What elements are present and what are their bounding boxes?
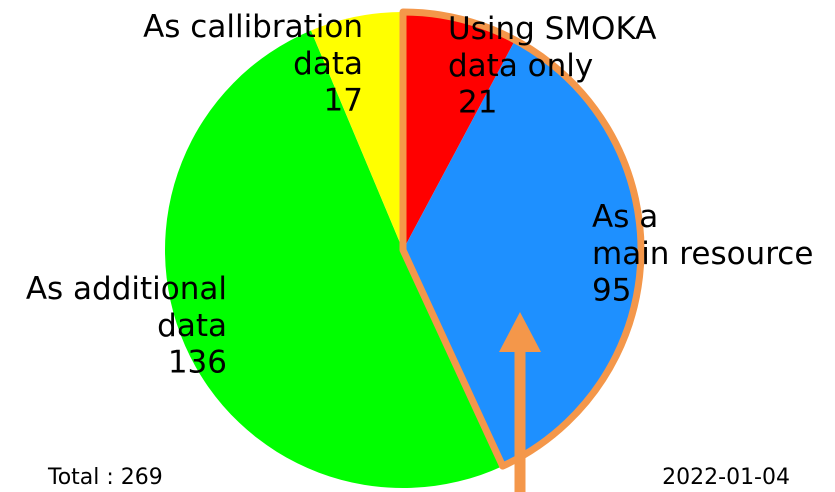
date-label: 2022-01-04: [662, 465, 790, 490]
slice-label-line: data: [157, 308, 227, 344]
arrow-head: [499, 312, 541, 352]
slice-label-line: data: [293, 46, 363, 82]
slice-label: As callibration data: [143, 9, 363, 82]
total-label: Total : 269: [47, 465, 163, 490]
slice-value: 136: [168, 345, 227, 381]
slice-label-line: main resource: [592, 236, 813, 272]
pie-slice: [403, 40, 642, 467]
slice-label-line: As a: [592, 199, 658, 235]
slice-label-line: As additional: [26, 271, 227, 307]
highlight-outline: [399, 8, 645, 470]
pie-slice: [403, 12, 516, 250]
slice-label-line: As callibration: [143, 9, 363, 45]
pie-slice: [165, 30, 503, 488]
slice-label-line: Using SMOKA: [448, 11, 656, 47]
slice-label: As a main resource: [592, 199, 813, 272]
slice-label-line: data only: [448, 48, 593, 84]
slice-value: 21: [458, 85, 497, 121]
pie-slice: [310, 12, 403, 250]
slice-value: 17: [324, 83, 363, 119]
slice-label: As additional data: [26, 271, 227, 344]
slice-label: Using SMOKA data only: [448, 11, 656, 84]
slice-value: 95: [592, 273, 631, 309]
